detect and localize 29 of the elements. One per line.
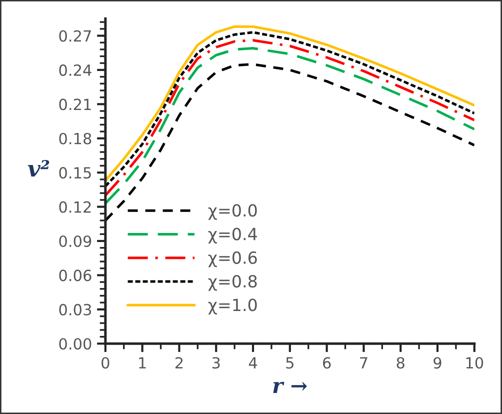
x-tick-label: 7 <box>360 357 368 368</box>
x-tick-label: 5 <box>286 357 294 369</box>
y-tick-label: 0.03 <box>59 304 91 316</box>
x-tick-label: 0 <box>102 357 110 369</box>
y-tick-label: 0.18 <box>59 132 92 144</box>
y-tick-label: 0.12 <box>59 201 91 213</box>
x-tick-label: 1 <box>139 357 146 368</box>
line-series <box>105 62 474 222</box>
x-tick-label: 9 <box>434 357 442 369</box>
y-tick-label: 0.15 <box>59 167 91 179</box>
y-tick-label: 0.06 <box>59 270 92 282</box>
x-axis-title: r → <box>273 382 307 393</box>
legend-label: χ=0.4 <box>208 228 257 244</box>
y-tick-label: 0.00 <box>59 338 92 350</box>
x-tick-label: 10 <box>466 357 484 369</box>
x-tick-label: 6 <box>323 357 331 369</box>
y-tick-label: 0.21 <box>59 98 91 110</box>
y-axis-title: v² <box>28 160 50 177</box>
legend-label: χ=0.6 <box>208 251 257 268</box>
legend-label: χ=0.8 <box>208 274 257 291</box>
y-tick-label: 0.27 <box>59 30 91 42</box>
x-tick-label: 3 <box>212 357 220 369</box>
y-tick-label: 0.24 <box>59 64 92 76</box>
x-tick-label: 2 <box>175 357 183 368</box>
x-tick-label: 4 <box>248 357 258 368</box>
legend-label: χ=1.0 <box>208 298 257 314</box>
legend-label: χ=0.0 <box>208 204 257 220</box>
x-tick-label: 8 <box>396 357 404 369</box>
y-tick-label: 0.09 <box>59 235 92 248</box>
